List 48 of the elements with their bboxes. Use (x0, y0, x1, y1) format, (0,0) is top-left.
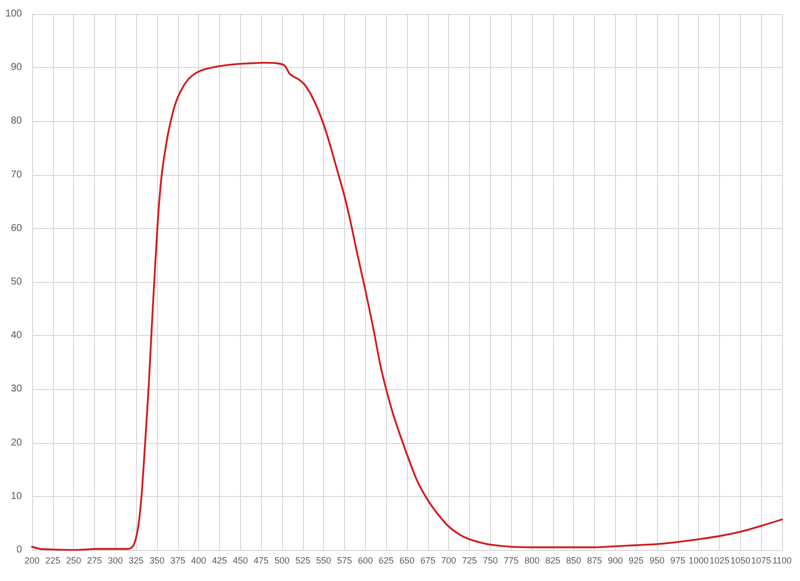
y-tick-label: 80 (10, 116, 22, 127)
y-tick-label: 0 (16, 544, 22, 556)
x-tick-label: 375 (170, 556, 186, 566)
x-tick-label: 825 (545, 556, 560, 566)
x-tick-label: 1000 (688, 556, 709, 566)
x-tick-label: 525 (295, 556, 310, 566)
x-tick-label: 625 (378, 556, 394, 566)
x-tick-label: 400 (191, 556, 206, 566)
x-tick-label: 975 (670, 556, 686, 566)
x-tick-label: 775 (504, 556, 519, 566)
x-tick-label: 225 (45, 556, 60, 566)
y-tick-label: 30 (10, 384, 22, 395)
y-tick-label: 20 (10, 437, 22, 448)
x-tick-label: 925 (628, 556, 644, 566)
x-tick-label: 350 (149, 556, 165, 566)
x-tick-label: 675 (420, 556, 436, 566)
x-tick-label: 875 (586, 556, 602, 566)
x-tick-label: 275 (86, 556, 102, 566)
x-tick-label: 725 (462, 556, 478, 566)
x-tick-label: 1075 (751, 556, 772, 566)
x-tick-label: 900 (608, 556, 623, 566)
x-tick-label: 300 (108, 556, 123, 566)
x-tick-label: 550 (316, 556, 332, 566)
x-tick-label: 200 (24, 556, 40, 566)
x-tick-label: 850 (566, 556, 582, 566)
x-tick-label: 1050 (730, 556, 750, 566)
x-tick-label: 700 (441, 556, 456, 566)
x-tick-label: 650 (399, 556, 415, 566)
x-tick-label: 1100 (772, 556, 792, 566)
y-tick-label: 50 (10, 276, 22, 288)
y-tick-label: 100 (5, 8, 22, 20)
y-tick-label: 70 (10, 169, 22, 180)
x-tick-label: 800 (524, 556, 540, 566)
x-tick-label: 500 (274, 556, 290, 566)
y-tick-label: 10 (10, 490, 22, 502)
y-tick-label: 60 (10, 222, 22, 234)
y-tick-label: 90 (10, 62, 22, 74)
y-tick-label: 40 (10, 330, 22, 342)
x-tick-label: 575 (336, 556, 352, 566)
x-tick-label: 1025 (709, 556, 730, 566)
x-tick-label: 250 (66, 556, 82, 566)
x-tick-label: 475 (254, 556, 269, 566)
x-tick-label: 600 (358, 556, 373, 566)
x-tick-label: 950 (649, 556, 665, 566)
x-tick-label: 425 (212, 556, 228, 566)
x-tick-label: 750 (482, 556, 498, 566)
x-tick-label: 325 (128, 556, 144, 566)
x-tick-label: 450 (232, 556, 248, 566)
